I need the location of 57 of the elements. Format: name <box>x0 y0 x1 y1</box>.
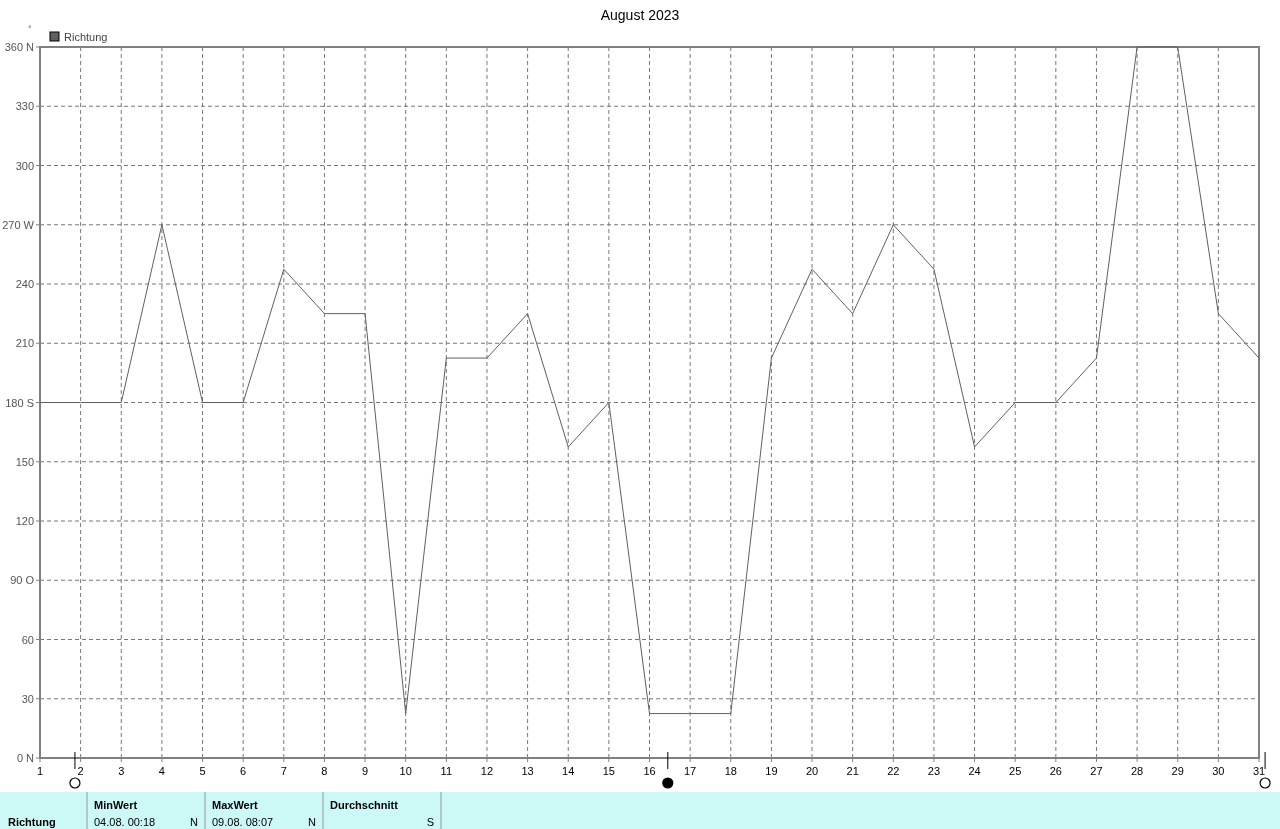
x-tick-label: 6 <box>240 765 247 777</box>
x-tick-label: 18 <box>724 765 737 777</box>
text: S <box>426 816 434 828</box>
y-tick-label: 180 S <box>5 396 34 409</box>
x-tick-label: 23 <box>927 765 941 777</box>
x-tick-label: 4 <box>158 765 165 777</box>
text: Richtung <box>8 816 56 828</box>
text: 09.08. 08:07 <box>212 816 274 828</box>
text: Durchschnitt <box>330 799 399 811</box>
x-tick-label: 3 <box>118 765 125 777</box>
y-tick-label: 240 <box>15 278 34 290</box>
text: MaxWert <box>212 799 258 811</box>
x-tick-label: 26 <box>1049 765 1062 777</box>
y-tick-label: 150 <box>15 455 34 468</box>
y-tick-label: 270 W <box>2 218 35 231</box>
y-tick-label: 30 <box>21 692 34 705</box>
text: ° <box>28 24 32 34</box>
x-tick-label: 25 <box>1009 765 1022 777</box>
x-tick-label: 24 <box>968 765 981 777</box>
x-tick-label: 21 <box>846 765 859 777</box>
x-tick-label: 14 <box>562 765 575 777</box>
x-tick-label: 17 <box>684 765 697 777</box>
text: MinWert <box>94 799 138 811</box>
y-tick-label: 0 N <box>16 752 35 764</box>
y-tick-label: 90 O <box>10 574 35 587</box>
x-tick-label: 15 <box>602 765 615 777</box>
y-tick-label: 60 <box>21 633 34 646</box>
x-tick-label: 29 <box>1171 765 1184 777</box>
y-tick-label: 120 <box>15 515 34 527</box>
line-series <box>39 46 1260 715</box>
x-tick-label: 1 <box>36 765 44 777</box>
x-tick-label: 11 <box>440 765 453 777</box>
y-tick-label: 300 <box>15 159 34 172</box>
y-tick-label: 210 <box>15 337 34 350</box>
x-tick-label: 20 <box>805 765 819 777</box>
y-tick-label: 360 N <box>4 41 35 53</box>
x-tick-label: 9 <box>362 765 369 777</box>
text: N <box>308 816 317 828</box>
y-tick-label: 330 <box>15 100 34 113</box>
x-tick-label: 22 <box>887 765 900 777</box>
x-tick-label: 10 <box>399 765 412 777</box>
chart-title: August 2023 <box>600 7 680 23</box>
text: 04.08. 00:18 <box>94 816 156 828</box>
x-tick-label: 13 <box>521 765 534 777</box>
x-tick-label: 8 <box>321 765 328 777</box>
x-tick-label: 28 <box>1130 765 1144 777</box>
legend-label: Richtung <box>64 31 108 43</box>
x-tick-label: 16 <box>643 765 656 777</box>
x-tick-label: 27 <box>1090 765 1103 777</box>
x-tick-label: 19 <box>765 765 778 777</box>
x-tick-label: 7 <box>280 765 287 777</box>
x-tick-label: 5 <box>199 765 206 777</box>
x-tick-label: 30 <box>1212 765 1225 777</box>
x-tick-label: 12 <box>480 765 494 777</box>
x-tick-label: 2 <box>77 765 84 777</box>
text: N <box>190 816 199 828</box>
x-tick-label: 31 <box>1252 765 1266 777</box>
